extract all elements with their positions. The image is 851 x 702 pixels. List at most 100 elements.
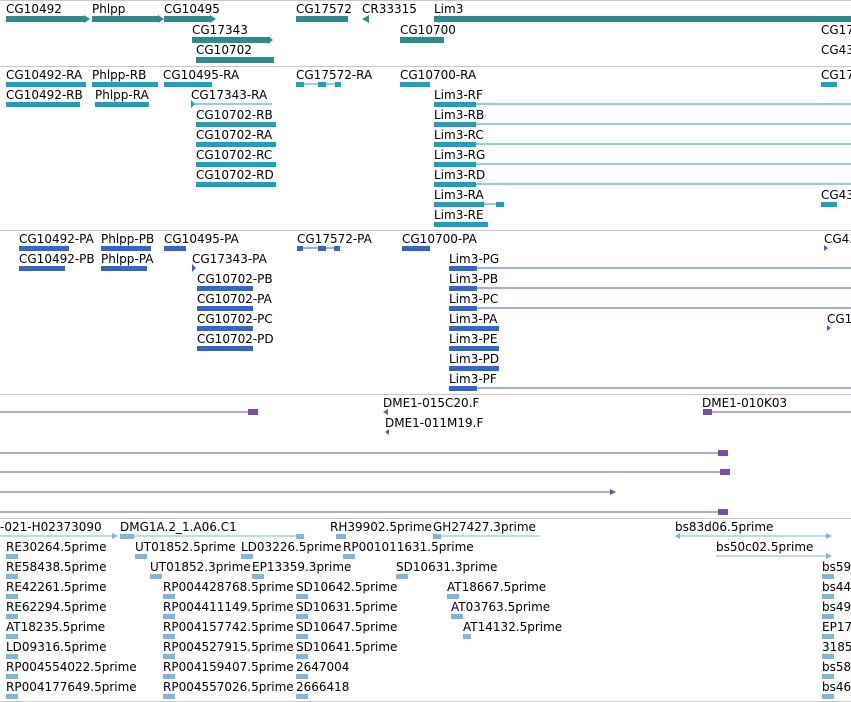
feature-label[interactable]: UT01852.5prime [135, 540, 236, 554]
feature-label[interactable]: bs50c02.5prime [716, 540, 814, 554]
feature-label[interactable]: Lim3-PG [449, 252, 500, 266]
feature-label[interactable]: Lim3-RC [434, 128, 484, 142]
feature-label[interactable]: RP004177649.5prime [6, 680, 137, 694]
feature-label[interactable]: CG10702-PD [197, 332, 274, 346]
feature-label[interactable]: bs59 [822, 560, 851, 574]
feature-label[interactable]: CG43 [821, 188, 851, 202]
feature-label[interactable]: CG10702-PA [197, 292, 272, 306]
feature-label[interactable]: RP004554022.5prime [6, 660, 137, 674]
feature-label[interactable]: Lim3-PB [449, 272, 499, 286]
feature-label[interactable]: AT18235.5prime [6, 620, 106, 634]
feature-label[interactable]: Lim3-RD [434, 168, 486, 182]
feature-label[interactable]: CG10495-PA [164, 232, 239, 246]
feature-label[interactable]: CG10492-PA [19, 232, 94, 246]
feature-label[interactable]: bs83d06.5prime [675, 520, 774, 534]
feature-label[interactable]: RP004527915.5prime [163, 640, 294, 654]
feature-label[interactable]: RE58438.5prime [6, 560, 107, 574]
feature-label[interactable]: bs44 [822, 580, 851, 594]
feature-label[interactable]: UT01852.3prime [150, 560, 251, 574]
feature-label[interactable]: AT18667.5prime [447, 580, 547, 594]
feature-label[interactable]: AT03763.5prime [451, 600, 551, 614]
feature-label[interactable]: 2666418 [296, 680, 350, 694]
feature-label[interactable]: Lim3-RG [434, 148, 486, 162]
feature-label[interactable]: DME1-011M19.F [385, 416, 484, 430]
feature-label[interactable]: CG10702-PB [197, 272, 273, 286]
feature-label[interactable]: SD10647.5prime [296, 620, 398, 634]
feature-label[interactable]: SD10631.5prime [296, 600, 398, 614]
feature-label[interactable]: SD10631.3prime [396, 560, 498, 574]
feature-label[interactable]: Lim3-PA [449, 312, 498, 326]
feature-label[interactable]: Phlpp-PB [101, 232, 155, 246]
feature-label[interactable]: CR33315 [362, 2, 417, 16]
feature-label[interactable]: RE62294.5prime [6, 600, 107, 614]
feature-label[interactable]: Lim3-RF [434, 88, 483, 102]
feature-label[interactable]: GH27427.3prime [433, 520, 536, 534]
feature-label[interactable]: bs46 [822, 680, 851, 694]
feature-label[interactable]: Lim3-RB [434, 108, 485, 122]
feature-label[interactable]: CG10495-RA [163, 68, 240, 82]
feature-label[interactable]: CG10492-PB [19, 252, 95, 266]
feature-label[interactable]: CG43 [824, 232, 851, 246]
feature-label[interactable]: Lim3-PF [449, 372, 497, 386]
feature-label[interactable]: CG17572 [296, 2, 352, 16]
feature-label[interactable]: 3185 [822, 640, 851, 654]
feature-label[interactable]: CG10492 [6, 2, 62, 16]
feature-label[interactable]: CG10702-PC [197, 312, 273, 326]
feature-label[interactable]: AT14132.5prime [463, 620, 563, 634]
feature-label[interactable]: bs49 [822, 600, 851, 614]
feature-label[interactable]: DME1-015C20.F [383, 396, 480, 410]
feature-label[interactable]: RP004411149.5prime [163, 600, 294, 614]
feature-label[interactable]: CG10702 [196, 43, 252, 57]
feature-label[interactable]: Phlpp [92, 2, 126, 16]
feature-label[interactable]: Phlpp-PA [101, 252, 154, 266]
est-glyph [451, 614, 463, 619]
feature-label[interactable]: RE42261.5prime [6, 580, 107, 594]
feature-label[interactable]: bs58 [822, 660, 851, 674]
feature-label[interactable]: Lim3 [434, 2, 464, 16]
feature-label[interactable]: Phlpp-RA [95, 88, 149, 102]
feature-label[interactable]: CG10702-RA [196, 128, 273, 142]
feature-label[interactable]: CG17572-RA [296, 68, 373, 82]
feature-label[interactable]: CG10702-RC [196, 148, 273, 162]
feature-label[interactable]: CG17 [821, 23, 851, 37]
feature-label[interactable]: Lim3-PD [449, 352, 500, 366]
feature-label[interactable]: CG17343 [192, 23, 248, 37]
feature-label[interactable]: Lim3-PE [449, 332, 498, 346]
feature-label[interactable]: CG17572-PA [297, 232, 372, 246]
feature-label[interactable]: Lim3-RA [434, 188, 484, 202]
feature-label[interactable]: EP17 [822, 620, 851, 634]
feature-label[interactable]: RH39902.5prime [330, 520, 432, 534]
feature-label[interactable]: CG17343-PA [192, 252, 267, 266]
feature-label[interactable]: SD10642.5prime [296, 580, 398, 594]
feature-label[interactable]: RP004428768.5prime [163, 580, 294, 594]
feature-label[interactable]: RP004157742.5prime [163, 620, 294, 634]
feature-label[interactable]: CG10492-RA [6, 68, 83, 82]
feature-label[interactable]: EP13359.3prime [252, 560, 352, 574]
feature-label[interactable]: Phlpp-RB [92, 68, 147, 82]
feature-label[interactable]: LD03226.5prime [241, 540, 342, 554]
feature-label[interactable]: Lim3-RE [434, 208, 484, 222]
feature-label[interactable]: LD09316.5prime [6, 640, 107, 654]
feature-label[interactable]: CG17343-RA [191, 88, 268, 102]
feature-label[interactable]: RE30264.5prime [6, 540, 107, 554]
feature-label[interactable]: RP004557026.5prime [163, 680, 294, 694]
feature-label[interactable]: SD10641.5prime [296, 640, 398, 654]
feature-label[interactable]: CG17 [821, 68, 851, 82]
feature-label[interactable]: CG1 [827, 312, 851, 326]
feature-label[interactable]: RP004159407.5prime [163, 660, 294, 674]
feature-label[interactable]: 2647004 [296, 660, 350, 674]
feature-label[interactable]: CG10702-RD [196, 168, 274, 182]
feature-label[interactable]: RP001011631.5prime [343, 540, 474, 554]
feature-label[interactable]: CG10700-PA [402, 232, 477, 246]
feature-label[interactable]: CG43 [821, 43, 851, 57]
feature-label[interactable]: Lim3-PC [449, 292, 499, 306]
feature-label[interactable]: CG10700-RA [400, 68, 477, 82]
feature-label[interactable]: CG10702-RB [196, 108, 273, 122]
feature-label[interactable]: -021-H02373090 [0, 520, 102, 534]
feature-label[interactable]: CG10495 [164, 2, 220, 16]
feature-label[interactable]: DME1-010K03 [702, 396, 788, 410]
feature-label[interactable]: CG10492-RB [6, 88, 83, 102]
feature-label[interactable]: CG10700 [400, 23, 456, 37]
feature-label[interactable]: DMG1A.2_1.A06.C1 [120, 520, 237, 534]
gene-glyph [84, 15, 90, 23]
